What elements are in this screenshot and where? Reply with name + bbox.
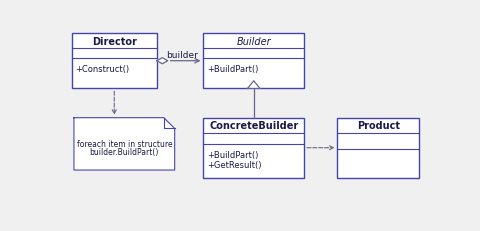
Bar bbox=[204, 34, 304, 89]
Polygon shape bbox=[248, 81, 260, 89]
Bar bbox=[72, 34, 157, 89]
Text: +BuildPart(): +BuildPart() bbox=[207, 64, 259, 73]
Bar bbox=[204, 118, 304, 178]
Text: +Construct(): +Construct() bbox=[75, 64, 130, 73]
Text: foreach item in structure: foreach item in structure bbox=[76, 140, 172, 149]
Polygon shape bbox=[74, 118, 175, 170]
Text: Director: Director bbox=[92, 36, 137, 46]
Text: +GetResult(): +GetResult() bbox=[207, 160, 262, 169]
Text: builder.BuildPart(): builder.BuildPart() bbox=[90, 147, 159, 156]
Text: builder: builder bbox=[167, 51, 198, 60]
Polygon shape bbox=[157, 58, 168, 64]
Text: ConcreteBuilder: ConcreteBuilder bbox=[209, 121, 299, 131]
Bar bbox=[337, 118, 419, 178]
Text: Product: Product bbox=[357, 121, 400, 131]
Text: +BuildPart(): +BuildPart() bbox=[207, 150, 259, 159]
Text: Builder: Builder bbox=[237, 36, 271, 46]
